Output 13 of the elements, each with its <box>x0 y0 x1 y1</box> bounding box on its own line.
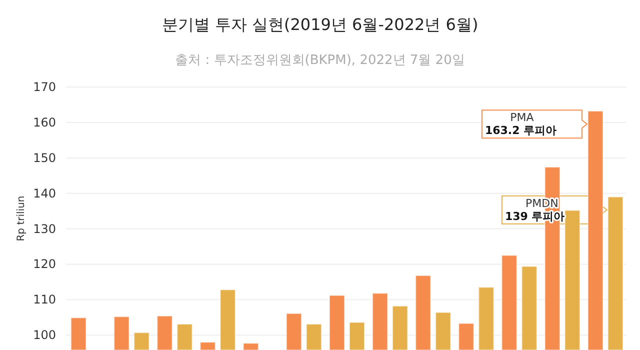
y-tick-label: 150 <box>33 150 56 165</box>
y-tick-label: 120 <box>33 257 56 272</box>
annotation: 163.2 루피아 <box>484 124 557 138</box>
y-tick-label: 160 <box>33 115 56 130</box>
chart-subtitle: 출처 : 투자조정위원회(BKPM), 2022년 7월 20일 <box>175 53 465 68</box>
y-tick-label: 140 <box>33 186 56 200</box>
chart-title: 분기별 투자 실현(2019년 6월-2022년 6월) <box>162 15 478 34</box>
text: PMA <box>510 111 534 124</box>
y-tick-label: 170 <box>33 80 56 94</box>
y-tick-label: 110 <box>33 292 56 307</box>
y-axis-title: Rp triliun <box>16 196 27 242</box>
y-tick-label: 100 <box>33 328 56 342</box>
y-tick-label: 130 <box>33 222 56 236</box>
